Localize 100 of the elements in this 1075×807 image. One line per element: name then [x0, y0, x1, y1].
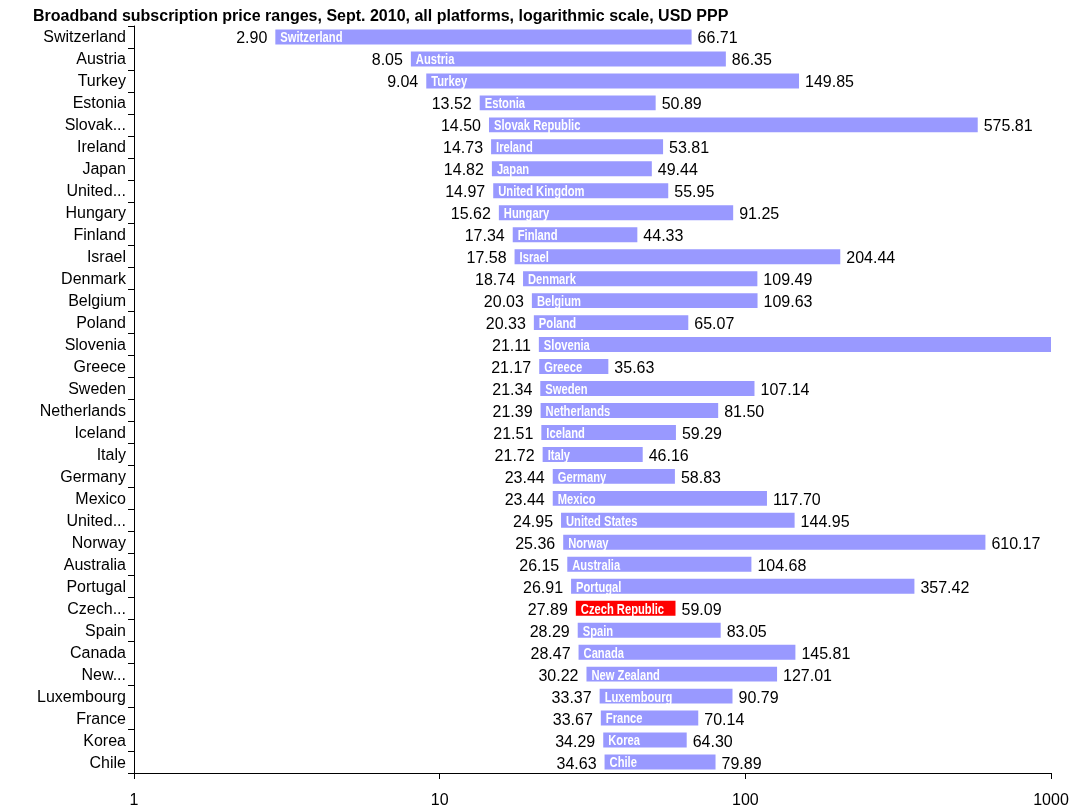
annotation: 86.35	[731, 51, 772, 69]
y-tick-label: Switzerland	[43, 28, 126, 46]
y-tick-label: Germany	[60, 467, 126, 485]
annotation: United States	[566, 513, 638, 530]
annotation: 79.89	[721, 754, 762, 772]
annotation: Austria	[415, 52, 456, 68]
annotation: 90.79	[738, 688, 779, 706]
y-tick-label: Estonia	[72, 94, 127, 112]
annotation: Portugal	[576, 579, 622, 595]
annotation: Hungary	[503, 206, 550, 222]
y-tick-label: Israel	[86, 248, 126, 266]
y-tick-label: Netherlands	[39, 401, 126, 419]
annotation: 26.15	[519, 556, 560, 574]
bar	[578, 644, 796, 660]
annotation: 21.11	[491, 337, 531, 355]
annotation: France	[605, 711, 643, 727]
annotation: 18.74	[475, 271, 516, 289]
annotation: 23.44	[504, 490, 545, 508]
annotation: 14.82	[443, 161, 484, 179]
annotation: 109.49	[763, 271, 813, 289]
x-tick-label: 10	[430, 790, 449, 807]
y-tick-label: Japan	[82, 160, 126, 178]
y-tick-label: Denmark	[61, 270, 127, 288]
annotation: 9.04	[387, 73, 419, 91]
annotation: 33.37	[551, 688, 592, 706]
annotation: Belgium	[536, 293, 581, 310]
annotation: 27.89	[527, 600, 568, 618]
annotation: Iceland	[546, 425, 585, 442]
annotation: Slovak Republic	[493, 118, 581, 134]
x-tick-label: 1	[129, 790, 139, 807]
annotation: 14.97	[445, 183, 486, 201]
bar	[426, 73, 800, 89]
annotation: 58.83	[680, 468, 722, 486]
annotation: 357.42	[920, 578, 970, 596]
x-tick-label: 100	[731, 790, 759, 807]
annotation: 107.14	[760, 381, 810, 399]
annotation: 20.03	[483, 293, 524, 311]
annotation: 28.47	[530, 644, 571, 662]
y-tick-label: Czech...	[67, 599, 126, 617]
annotation: Ireland	[496, 140, 533, 156]
annotation: 64.30	[692, 732, 733, 750]
y-tick-label: Finland	[73, 226, 126, 244]
annotation: Finland	[517, 227, 558, 244]
y-tick-label: New...	[81, 665, 126, 683]
annotation: Sweden	[545, 381, 588, 398]
annotation: 25.36	[515, 534, 556, 552]
y-tick-label: Korea	[83, 731, 127, 749]
bar	[538, 337, 1051, 353]
annotation: 53.81	[669, 139, 710, 157]
annotation: Luxembourg	[604, 689, 673, 705]
annotation: 109.63	[763, 293, 813, 311]
y-tick-label: Norway	[71, 533, 126, 551]
bar	[552, 490, 767, 506]
annotation: 59.29	[681, 424, 723, 442]
annotation: 55.95	[674, 183, 715, 201]
bar	[571, 578, 915, 594]
annotation: 21.34	[492, 381, 533, 399]
annotation: 24.95	[512, 512, 554, 530]
annotation: 117.70	[772, 490, 821, 508]
annotation: United Kingdom	[498, 184, 585, 200]
annotation: 59.09	[681, 600, 722, 618]
annotation: 14.50	[440, 117, 482, 135]
annotation: 33.67	[552, 710, 593, 728]
y-tick-label: Portugal	[66, 577, 126, 595]
annotation: New Zealand	[591, 667, 660, 683]
annotation: 66.71	[697, 29, 738, 47]
bar	[488, 117, 978, 133]
y-tick-label: Belgium	[68, 292, 126, 310]
annotation: 204.44	[846, 249, 896, 267]
x-tick-label: 1000	[1033, 790, 1069, 807]
annotation: Poland	[538, 315, 577, 332]
y-tick-label: Australia	[63, 555, 127, 573]
y-tick-label: Iceland	[74, 423, 126, 441]
annotation: 65.07	[694, 315, 735, 333]
annotation: 610.17	[991, 534, 1041, 552]
annotation: 34.63	[556, 754, 597, 772]
annotation: 149.85	[805, 73, 855, 91]
annotation: 575.81	[983, 117, 1033, 135]
annotation: Israel	[519, 249, 549, 266]
bar	[540, 381, 755, 396]
annotation: 30.22	[538, 666, 579, 684]
annotation: 20.33	[485, 315, 526, 333]
y-tick-label: United...	[66, 511, 126, 529]
annotation: Japan	[496, 162, 530, 178]
annotation: Mexico	[557, 491, 596, 508]
annotation: Switzerland	[280, 30, 343, 46]
bar	[491, 161, 652, 177]
y-tick-label: Mexico	[75, 489, 127, 507]
annotation: Netherlands	[545, 403, 611, 420]
annotation: 21.17	[491, 359, 532, 377]
annotation: 127.01	[783, 666, 833, 684]
annotation: Italy	[547, 447, 571, 464]
y-tick-label: Austria	[76, 50, 127, 68]
annotation: 46.16	[648, 446, 689, 464]
annotation: 21.72	[494, 446, 535, 464]
annotation: 35.63	[614, 359, 655, 377]
annotation: 104.68	[757, 556, 807, 574]
annotation: 81.50	[724, 402, 765, 420]
annotation: 2.90	[236, 29, 268, 47]
y-tick-label: Canada	[69, 643, 127, 661]
